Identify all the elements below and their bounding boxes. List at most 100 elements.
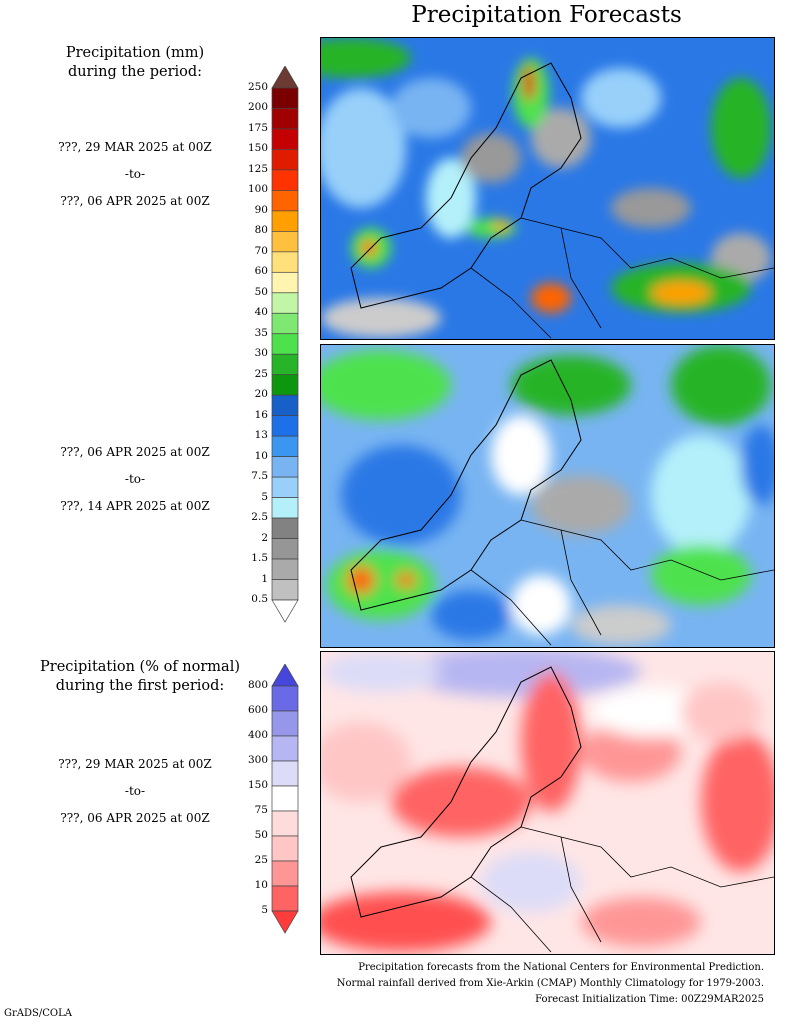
period-sep: -to- — [124, 784, 146, 798]
colorbar-segment — [271, 128, 299, 150]
colorbar-tick-label: 100 — [247, 183, 268, 196]
colorbar-segment — [271, 517, 299, 539]
colorbar-tick-label: 90 — [254, 203, 268, 216]
colorbar-segment — [271, 108, 299, 130]
colorbar-segment — [271, 497, 299, 519]
page-title: Precipitation Forecasts — [411, 2, 682, 28]
colorbar-tick-label: 20 — [254, 388, 268, 401]
colorbar-tick-label: 125 — [247, 162, 268, 175]
pct-colorbar — [271, 664, 299, 934]
period-sep: -to- — [124, 167, 146, 181]
colorbar-segment — [271, 210, 299, 232]
colorbar-tick-label: 75 — [254, 804, 268, 816]
pct-legend-header-line: Precipitation (% of normal) — [40, 659, 240, 675]
period-start: ???, 29 MAR 2025 at 00Z — [58, 757, 212, 771]
amount-colorbar — [271, 66, 299, 623]
footer-line: Precipitation forecasts from the Nationa… — [358, 962, 764, 973]
footer-line: Forecast Initialization Time: 00Z29MAR20… — [535, 994, 764, 1005]
colorbar-segment — [271, 415, 299, 437]
colorbar-segment — [271, 394, 299, 417]
map-period-1-precip — [320, 37, 775, 340]
colorbar-segment — [271, 292, 299, 314]
colorbar-tick-label: 7.5 — [251, 470, 268, 483]
period-end: ???, 14 APR 2025 at 00Z — [60, 499, 210, 513]
colorbar-tick-label: 2.5 — [251, 511, 268, 524]
period-start: ???, 29 MAR 2025 at 00Z — [58, 140, 212, 154]
map-period-2-precip — [320, 344, 775, 648]
colorbar-segment — [271, 579, 299, 601]
colorbar-segment — [271, 835, 299, 862]
colorbar-segment — [271, 885, 299, 912]
colorbar-segment — [271, 860, 299, 887]
colorbar-tick-label: 50 — [254, 829, 268, 841]
colorbar-tick-label: 25 — [254, 367, 268, 380]
colorbar-segment — [271, 231, 299, 253]
pct-legend-header: Precipitation (% of normal) during the f… — [20, 658, 260, 696]
colorbar-tick-label: 300 — [247, 754, 268, 766]
period-2-label: ???, 06 APR 2025 at 00Z -to- ???, 14 APR… — [20, 445, 250, 526]
colorbar-segment — [271, 558, 299, 580]
footer-line: Normal rainfall derived from Xie-Arkin (… — [336, 978, 764, 989]
colorbar-tick-label: 250 — [247, 81, 268, 93]
colorbar-segment — [271, 333, 299, 355]
colorbar-tick-label: 50 — [254, 285, 268, 298]
colorbar-tick-label: 150 — [247, 779, 268, 791]
colorbar-under-triangle — [271, 599, 299, 623]
colorbar-segment — [271, 312, 299, 335]
colorbar-segment — [271, 456, 299, 478]
colorbar-segment — [271, 538, 299, 560]
colorbar-segment — [271, 785, 299, 812]
colorbar-tick-label: 1 — [261, 572, 268, 585]
colorbar-segment — [271, 710, 299, 737]
colorbar-tick-label: 800 — [247, 679, 268, 691]
colorbar-tick-label: 400 — [247, 729, 268, 741]
colorbar-tick-label: 10 — [254, 449, 268, 462]
colorbar-tick-label: 16 — [254, 408, 268, 421]
colorbar-segment — [271, 149, 299, 171]
pct-legend-header-line: during the first period: — [55, 678, 225, 694]
period-sep: -to- — [124, 472, 146, 486]
colorbar-segment — [271, 169, 299, 191]
colorbar-segment — [271, 353, 299, 376]
amount-legend-header: Precipitation (mm) during the period: — [20, 44, 250, 82]
colorbar-tick-label: 13 — [254, 429, 268, 442]
colorbar-segment — [271, 685, 299, 712]
colorbar-tick-label: 5 — [261, 904, 268, 916]
colorbar-tick-label: 175 — [247, 121, 268, 134]
period-end: ???, 06 APR 2025 at 00Z — [60, 811, 210, 825]
period-3-label: ???, 29 MAR 2025 at 00Z -to- ???, 06 APR… — [20, 757, 250, 838]
colorbar-tick-label: 2 — [261, 531, 268, 544]
colorbar-segment — [271, 435, 299, 457]
colorbar-tick-label: 600 — [247, 704, 268, 716]
colorbar-segment — [271, 476, 299, 498]
colorbar-segment — [271, 735, 299, 762]
period-start: ???, 06 APR 2025 at 00Z — [60, 445, 210, 459]
colorbar-tick-label: 25 — [254, 854, 268, 866]
footer-notes: Precipitation forecasts from the Nationa… — [337, 960, 764, 1008]
colorbar-tick-label: 30 — [254, 347, 268, 360]
colorbar-under-triangle — [271, 910, 299, 934]
colorbar-tick-label: 1.5 — [251, 552, 268, 565]
colorbar-tick-label: 60 — [254, 265, 268, 278]
colorbar-tick-label: 5 — [261, 490, 268, 503]
colorbar-tick-label: 70 — [254, 244, 268, 257]
colorbar-segment — [271, 810, 299, 837]
colorbar-segment — [271, 190, 299, 212]
colorbar-over-triangle — [271, 66, 299, 89]
colorbar-tick-label: 200 — [247, 101, 268, 114]
colorbar-segment — [271, 251, 299, 273]
colorbar-segment — [271, 271, 299, 294]
amount-legend-header-line: Precipitation (mm) — [65, 45, 205, 61]
colorbar-segment — [271, 374, 299, 396]
colorbar-tick-label: 10 — [254, 879, 268, 891]
credit-label: GrADS/COLA — [4, 1008, 72, 1019]
colorbar-over-triangle — [271, 664, 299, 687]
colorbar-tick-label: 80 — [254, 224, 268, 237]
colorbar-tick-label: 150 — [247, 142, 268, 155]
map-period-1-percent-of-normal — [320, 651, 775, 955]
colorbar-segment — [271, 760, 299, 787]
period-1-label: ???, 29 MAR 2025 at 00Z -to- ???, 06 APR… — [20, 140, 250, 221]
colorbar-segment — [271, 87, 299, 109]
colorbar-tick-label: 35 — [254, 326, 268, 339]
period-end: ???, 06 APR 2025 at 00Z — [60, 194, 210, 208]
